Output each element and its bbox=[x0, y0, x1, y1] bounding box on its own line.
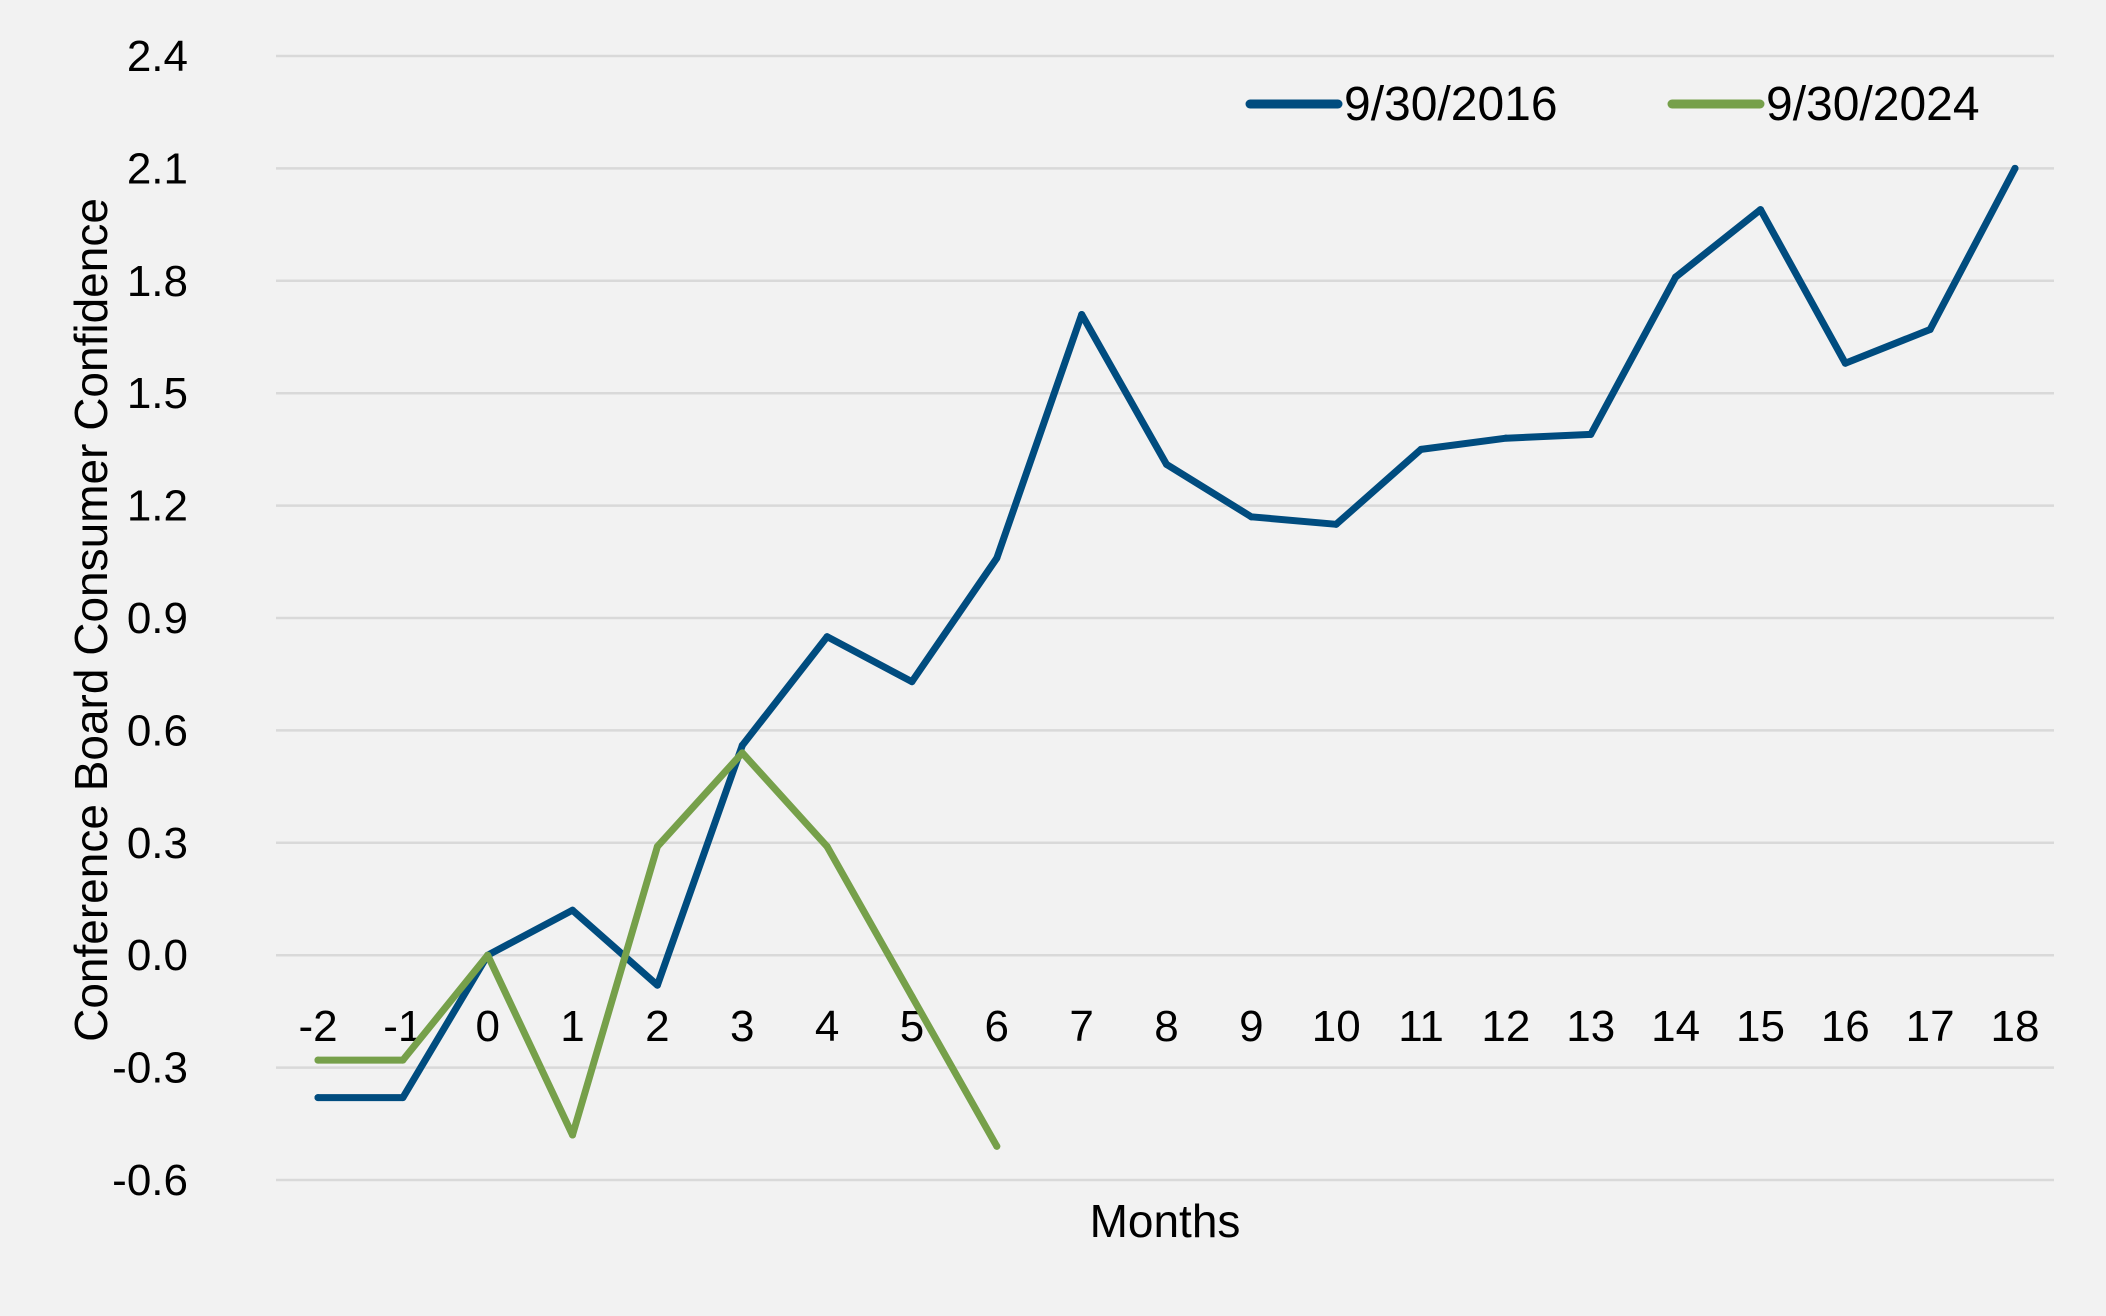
x-tick-label: 3 bbox=[730, 1002, 754, 1051]
data-point-9-30-2016 bbox=[738, 741, 746, 749]
data-point-9-30-2024 bbox=[484, 951, 492, 959]
data-point-9-30-2024 bbox=[653, 843, 661, 851]
data-point-9-30-2016 bbox=[823, 633, 831, 641]
x-tick-label: 16 bbox=[1821, 1002, 1870, 1051]
data-point-9-30-2016 bbox=[1502, 434, 1510, 442]
y-tick-label: -0.3 bbox=[112, 1044, 188, 1093]
x-tick-label: 18 bbox=[1991, 1002, 2040, 1051]
data-point-9-30-2024 bbox=[823, 843, 831, 851]
data-point-9-30-2024 bbox=[738, 749, 746, 757]
y-tick-label: 0.0 bbox=[127, 931, 188, 980]
x-tick-label: 8 bbox=[1154, 1002, 1178, 1051]
x-tick-label: 0 bbox=[475, 1002, 499, 1051]
data-point-9-30-2016 bbox=[1587, 430, 1595, 438]
data-point-9-30-2016 bbox=[1672, 273, 1680, 281]
series-lines bbox=[314, 164, 2019, 1150]
data-point-9-30-2016 bbox=[1417, 445, 1425, 453]
x-tick-label: 2 bbox=[645, 1002, 669, 1051]
data-point-9-30-2016 bbox=[908, 678, 916, 686]
x-tick-label: 15 bbox=[1736, 1002, 1785, 1051]
data-point-9-30-2016 bbox=[993, 554, 1001, 562]
legend-label-9-30-2016: 9/30/2016 bbox=[1344, 78, 1558, 131]
x-tick-label: -2 bbox=[298, 1002, 337, 1051]
x-tick-label: 12 bbox=[1481, 1002, 1530, 1051]
y-axis-title: Conference Board Consumer Confidence bbox=[65, 198, 117, 1042]
data-point-9-30-2024 bbox=[399, 1056, 407, 1064]
y-tick-label: 2.1 bbox=[127, 144, 188, 193]
x-axis-tick-labels: -2 -1 0 1 2 3 4 5 6 7 8 9 10 11 12 13 14 15 16 17 18 bbox=[298, 1002, 2039, 1051]
series-line-9-30-2024 bbox=[314, 749, 1001, 1150]
data-point-9-30-2016 bbox=[1841, 359, 1849, 367]
series-line-9-30-2016 bbox=[314, 164, 2019, 1102]
x-tick-label: 6 bbox=[985, 1002, 1009, 1051]
legend-label-9-30-2024: 9/30/2024 bbox=[1766, 78, 1980, 131]
x-tick-label: 7 bbox=[1069, 1002, 1093, 1051]
x-tick-label: 1 bbox=[560, 1002, 584, 1051]
x-tick-label: 10 bbox=[1312, 1002, 1361, 1051]
data-point-9-30-2016 bbox=[399, 1094, 407, 1102]
data-point-9-30-2024 bbox=[314, 1056, 322, 1064]
gridlines bbox=[276, 54, 2054, 1182]
data-point-9-30-2016 bbox=[1332, 520, 1340, 528]
y-tick-label: 1.2 bbox=[127, 482, 188, 531]
data-point-9-30-2024 bbox=[908, 992, 916, 1000]
x-tick-label: 9 bbox=[1239, 1002, 1263, 1051]
data-point-9-30-2016 bbox=[1163, 460, 1170, 468]
x-tick-label: 14 bbox=[1651, 1002, 1700, 1051]
y-tick-label: 1.8 bbox=[127, 257, 188, 306]
legend: 9/30/2016 9/30/2024 bbox=[1245, 78, 1980, 131]
data-point-9-30-2016 bbox=[314, 1094, 322, 1102]
y-tick-label: 2.4 bbox=[127, 32, 188, 81]
data-point-9-30-2016 bbox=[569, 906, 577, 914]
data-point-9-30-2016 bbox=[653, 981, 661, 989]
y-tick-label: -0.6 bbox=[112, 1156, 188, 1205]
y-axis-tick-labels: -0.6 -0.3 0.0 0.3 0.6 0.9 1.2 1.5 1.8 2.1 2.4 bbox=[112, 32, 188, 1205]
data-point-9-30-2016 bbox=[1926, 326, 1934, 334]
x-tick-label: 4 bbox=[815, 1002, 839, 1051]
data-point-9-30-2024 bbox=[993, 1142, 1001, 1150]
x-tick-label: 13 bbox=[1566, 1002, 1615, 1051]
x-axis-title: Months bbox=[1090, 1195, 1241, 1247]
data-point-9-30-2024 bbox=[569, 1131, 577, 1139]
data-point-9-30-2016 bbox=[1756, 206, 1764, 214]
x-tick-label: 17 bbox=[1906, 1002, 1955, 1051]
y-tick-label: 0.3 bbox=[127, 819, 188, 868]
data-point-9-30-2016 bbox=[1078, 311, 1086, 319]
y-tick-label: 0.9 bbox=[127, 594, 188, 643]
data-point-9-30-2016 bbox=[2011, 164, 2019, 172]
x-tick-label: 11 bbox=[1398, 1002, 1444, 1051]
data-point-9-30-2016 bbox=[1247, 513, 1255, 521]
y-tick-label: 0.6 bbox=[127, 706, 188, 755]
y-tick-label: 1.5 bbox=[127, 369, 188, 418]
